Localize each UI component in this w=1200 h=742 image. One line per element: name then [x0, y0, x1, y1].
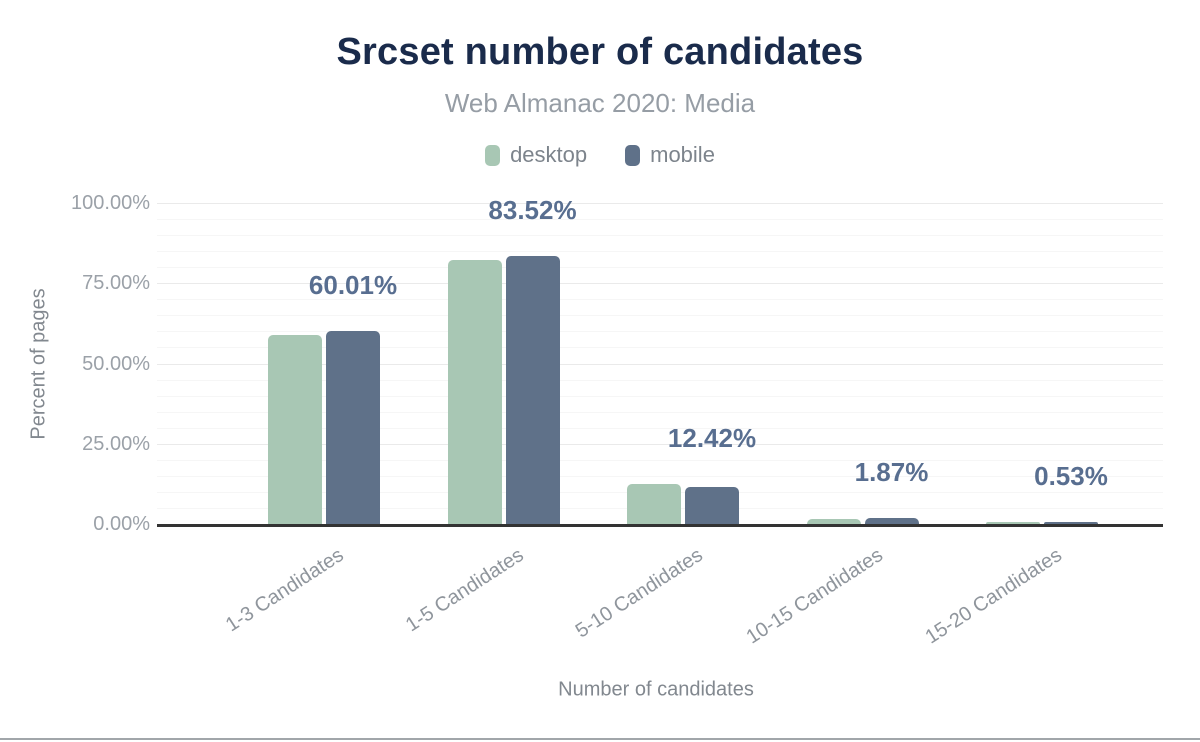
bar-mobile-15-20-candidates [1044, 522, 1098, 524]
minor-gridline [157, 347, 1163, 349]
major-gridline [157, 203, 1163, 204]
minor-gridline [157, 459, 1163, 461]
minor-gridline [157, 251, 1163, 253]
minor-gridline [157, 299, 1163, 301]
x-axis-line [157, 524, 1163, 527]
value-annotation-15-20-candidates: 0.53% [1034, 461, 1108, 492]
minor-gridline [157, 427, 1163, 429]
x-axis-category-label-10-15-candidates: 10-15 Candidates [742, 544, 887, 649]
y-axis-tick-label: 75.00% [82, 272, 150, 295]
legend-item-desktop: desktop [485, 142, 587, 168]
minor-gridline [157, 315, 1163, 317]
bar-mobile-1-3-candidates [326, 331, 380, 524]
x-axis-category-label-1-5-candidates: 1-5 Candidates [401, 544, 528, 637]
chart-subtitle: Web Almanac 2020: Media [444, 88, 756, 118]
legend-label-desktop: desktop [510, 142, 588, 167]
legend-item-mobile: mobile [625, 142, 715, 168]
chart-title: Srcset number of candidates [336, 31, 864, 73]
value-annotation-5-10-candidates: 12.42% [667, 423, 757, 454]
bar-desktop-10-15-candidates [806, 518, 861, 524]
y-axis-tick-label: 0.00% [93, 513, 150, 535]
bottom-divider [0, 738, 1200, 740]
bar-mobile-5-10-candidates [685, 486, 739, 524]
x-axis-category-label-15-20-candidates: 15-20 Candidates [921, 544, 1066, 649]
value-annotation-10-15-candidates: 1.87% [854, 456, 929, 487]
major-gridline [157, 283, 1163, 285]
mobile-series-swatch [625, 144, 641, 166]
minor-gridline [157, 331, 1163, 333]
minor-gridline [157, 267, 1163, 269]
minor-gridline [157, 475, 1163, 477]
y-axis-tick-label: 50.00% [82, 352, 150, 375]
x-axis-category-label-5-10-candidates: 5-10 Candidates [571, 544, 707, 643]
chart-legend: desktop mobile [0, 142, 1200, 168]
minor-gridline [157, 379, 1163, 381]
bar-mobile-10-15-candidates [864, 517, 919, 524]
y-axis-tick-label: 100.00% [71, 192, 150, 214]
bar-desktop-5-10-candidates [627, 484, 681, 524]
y-axis-tick-label: 25.00% [82, 432, 150, 455]
x-axis-title: Number of candidates [558, 678, 754, 701]
bar-desktop-1-3-candidates [268, 334, 322, 524]
bar-desktop-1-5-candidates [447, 259, 502, 524]
major-gridline [157, 443, 1163, 445]
minor-gridline [157, 395, 1163, 397]
major-gridline [157, 363, 1163, 365]
legend-label-mobile: mobile [650, 142, 715, 167]
x-axis-category-label-1-3-candidates: 1-3 Candidates [222, 544, 348, 637]
minor-gridline [157, 235, 1163, 237]
bar-desktop-15-20-candidates [986, 522, 1040, 524]
value-annotation-1-3-candidates: 60.01% [308, 270, 398, 301]
minor-gridline [157, 411, 1163, 413]
minor-gridline [157, 219, 1163, 221]
y-axis-title: Percent of pages [27, 288, 50, 440]
desktop-series-swatch [485, 144, 501, 166]
bar-mobile-1-5-candidates [505, 255, 560, 524]
value-annotation-1-5-candidates: 83.52% [488, 194, 577, 225]
